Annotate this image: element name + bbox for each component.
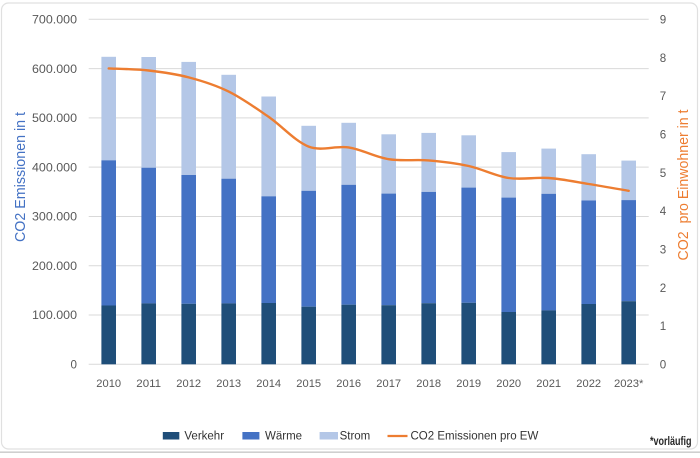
svg-text:2: 2 bbox=[660, 282, 666, 295]
svg-text:2010: 2010 bbox=[96, 378, 121, 390]
svg-text:2014: 2014 bbox=[256, 378, 281, 390]
svg-text:5: 5 bbox=[660, 167, 666, 180]
svg-text:400.000: 400.000 bbox=[32, 161, 77, 174]
svg-text:2021: 2021 bbox=[536, 378, 561, 390]
svg-text:2020: 2020 bbox=[496, 378, 521, 390]
svg-text:2023*: 2023* bbox=[614, 378, 644, 390]
svg-text:4: 4 bbox=[660, 205, 667, 218]
svg-text:2019: 2019 bbox=[456, 378, 481, 390]
svg-text:300.000: 300.000 bbox=[32, 211, 77, 224]
svg-text:9: 9 bbox=[660, 14, 666, 27]
svg-text:CO2 Emissionen in t: CO2 Emissionen in t bbox=[13, 112, 29, 242]
svg-text:2017: 2017 bbox=[376, 378, 401, 390]
svg-text:2015: 2015 bbox=[296, 378, 321, 390]
svg-text:2018: 2018 bbox=[416, 378, 441, 390]
svg-text:Verkehr: Verkehr bbox=[184, 431, 224, 443]
svg-text:3: 3 bbox=[660, 244, 666, 257]
svg-text:700.000: 700.000 bbox=[32, 14, 77, 27]
svg-text:CO2 pro Einwohner in t: CO2 pro Einwohner in t bbox=[676, 110, 692, 261]
svg-text:200.000: 200.000 bbox=[32, 260, 77, 273]
svg-text:0: 0 bbox=[660, 359, 666, 372]
svg-text:2013: 2013 bbox=[216, 378, 241, 390]
svg-text:2011: 2011 bbox=[136, 378, 161, 390]
svg-text:Strom: Strom bbox=[340, 431, 371, 443]
svg-text:1: 1 bbox=[660, 320, 666, 333]
svg-text:6: 6 bbox=[660, 129, 666, 142]
svg-text:0: 0 bbox=[71, 359, 77, 372]
svg-text:Wärme: Wärme bbox=[265, 431, 302, 443]
svg-text:600.000: 600.000 bbox=[32, 63, 77, 76]
svg-text:2022: 2022 bbox=[576, 378, 601, 390]
svg-text:2012: 2012 bbox=[176, 378, 201, 390]
svg-text:7: 7 bbox=[660, 90, 666, 103]
svg-text:CO2 Emissionen pro EW: CO2 Emissionen pro EW bbox=[411, 431, 539, 443]
svg-text:8: 8 bbox=[660, 52, 666, 65]
svg-text:*vorläufig: *vorläufig bbox=[650, 434, 692, 448]
svg-text:2016: 2016 bbox=[336, 378, 361, 390]
svg-text:100.000: 100.000 bbox=[32, 309, 77, 322]
svg-text:500.000: 500.000 bbox=[32, 112, 77, 125]
